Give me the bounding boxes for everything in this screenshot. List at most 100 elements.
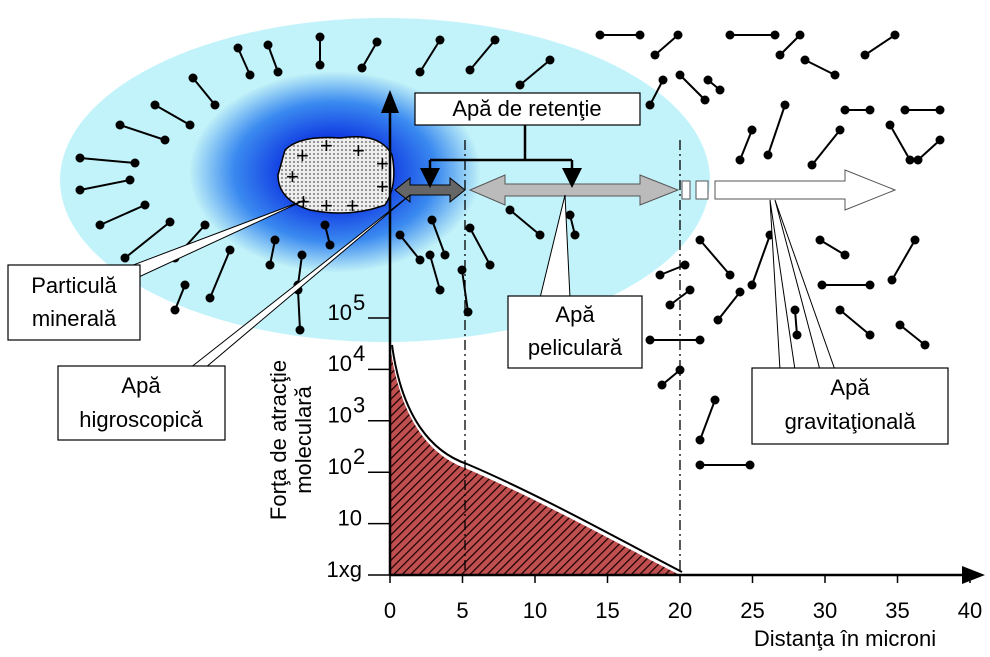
x-tick-label: 5 — [456, 598, 468, 623]
molecule-atom — [130, 158, 140, 168]
molecule-atom — [170, 305, 180, 315]
molecule — [427, 215, 450, 260]
molecule — [645, 335, 705, 345]
molecule — [655, 260, 690, 280]
molecule-atom — [807, 160, 817, 170]
molecule-atom — [905, 155, 915, 165]
molecule-atom — [425, 250, 435, 260]
svg-text:+: + — [296, 143, 309, 168]
molecule-bond — [679, 74, 706, 101]
molecule-atom — [160, 135, 170, 145]
molecule-atom — [713, 315, 723, 325]
molecule-bond — [99, 204, 146, 226]
molecule — [150, 100, 195, 130]
molecule-bond — [297, 289, 301, 331]
molecule — [120, 217, 175, 263]
label: Apă — [830, 375, 870, 400]
molecule-atom — [505, 205, 515, 215]
molecule-bond — [891, 239, 916, 281]
molecule-bond — [767, 104, 786, 156]
svg-text:+: + — [297, 189, 310, 214]
molecule-atom — [790, 305, 800, 315]
molecule-bond — [361, 41, 378, 69]
molecule-atom — [465, 223, 475, 233]
molecule-bond — [119, 124, 166, 141]
molecule-bond — [819, 239, 846, 256]
molecule-bond — [431, 219, 446, 256]
molecule-atom — [265, 260, 275, 270]
molecule-bond — [154, 104, 191, 126]
molecules — [75, 30, 945, 470]
molecule-bond — [79, 179, 131, 191]
x-tick-label: 10 — [523, 598, 547, 623]
molecule — [790, 305, 802, 340]
molecule-bond — [699, 239, 731, 276]
svg-text:+: + — [320, 193, 333, 218]
molecule-atom — [830, 70, 840, 80]
x-tick-label: 0 — [384, 598, 396, 623]
y-tick-exp: 3 — [353, 393, 365, 418]
molecule-atom — [865, 330, 875, 340]
molecule-atom — [710, 395, 720, 405]
molecule-atom — [205, 293, 215, 303]
molecule-atom — [920, 340, 930, 350]
molecule-atom — [150, 100, 160, 110]
x-title: Distanţa în microni — [754, 626, 936, 651]
molecule — [695, 395, 720, 445]
molecule-atom — [680, 260, 690, 270]
molecule — [205, 245, 235, 303]
x-tick-label: 20 — [668, 598, 692, 623]
molecule — [188, 73, 220, 110]
molecule-bond — [399, 234, 421, 261]
molecule-atom — [185, 120, 195, 130]
hygroscopic-arrow — [394, 176, 466, 204]
molecule — [415, 35, 445, 77]
molecule-bond — [509, 209, 541, 236]
molecule-atom — [725, 270, 735, 280]
x-tick-label: 30 — [813, 598, 837, 623]
y-tick-exp: 4 — [353, 341, 365, 366]
molecule-atom — [747, 280, 757, 290]
molecule-bond — [811, 129, 841, 166]
y-tick-exp: 2 — [353, 444, 365, 469]
molecule-bond — [839, 309, 871, 336]
molecule — [835, 305, 875, 340]
molecule-atom — [800, 55, 810, 65]
molecule-bond — [469, 39, 496, 71]
molecule-atom — [315, 60, 325, 70]
molecule-atom — [115, 120, 125, 130]
svg-text:+: + — [376, 151, 389, 176]
molecule-bond — [717, 291, 741, 321]
label: Particulă — [31, 273, 117, 298]
molecule-atom — [887, 275, 897, 285]
molecule-atom — [635, 30, 645, 40]
molecule-atom — [673, 30, 683, 40]
molecule-atom — [770, 30, 780, 40]
molecule — [170, 280, 190, 315]
molecule-atom — [295, 325, 305, 335]
molecule — [233, 43, 255, 80]
molecule — [565, 210, 580, 240]
molecule-atom — [658, 75, 668, 85]
y-tick-label: 10 — [328, 351, 352, 376]
molecule — [425, 250, 445, 295]
x-tick-label: 25 — [740, 598, 764, 623]
molecule-atom — [780, 100, 790, 110]
molecule-bond — [889, 124, 911, 161]
molecule-atom — [795, 30, 805, 40]
molecule — [75, 175, 135, 195]
molecule-bond — [237, 47, 251, 76]
molecule-bond — [899, 324, 926, 346]
molecule-bond — [469, 227, 491, 266]
pointers — [119, 194, 836, 371]
molecule-atom — [840, 250, 850, 260]
y-tick-label: 10 — [328, 403, 352, 428]
molecule-atom — [645, 100, 655, 110]
molecule — [887, 235, 920, 285]
molecule-bond — [192, 77, 216, 106]
molecule — [320, 220, 335, 250]
molecule-bond — [461, 269, 469, 313]
molecule — [515, 55, 555, 90]
guides — [464, 140, 681, 575]
molecule — [665, 285, 695, 310]
